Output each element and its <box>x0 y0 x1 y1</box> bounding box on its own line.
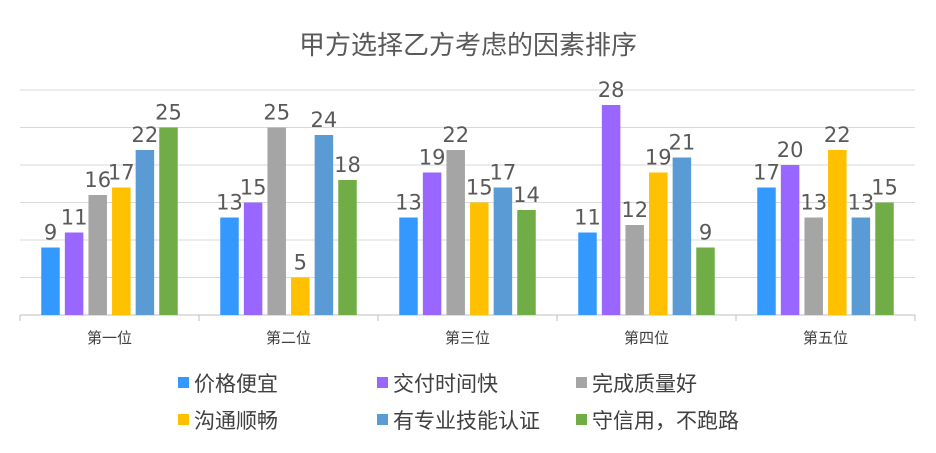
bar <box>672 157 692 315</box>
bars <box>41 105 894 315</box>
data-label: 9 <box>44 221 57 245</box>
bar <box>470 202 489 315</box>
bar <box>88 195 107 315</box>
bar <box>159 127 178 315</box>
bar <box>220 217 239 315</box>
data-label: 5 <box>294 251 307 275</box>
bar <box>446 150 465 315</box>
data-label: 22 <box>132 123 159 147</box>
bar <box>314 135 334 315</box>
x-tick-labels: 第一位 第二位 第三位 第四位 第五位 <box>87 329 848 347</box>
legend-label: 完成质量好 <box>592 372 697 396</box>
legend-swatch <box>576 377 587 388</box>
legend-label: 守信用，不跑路 <box>592 409 739 433</box>
legend-label: 沟通顺畅 <box>194 409 278 433</box>
chart-title: 甲方选择乙方考虑的因素排序 <box>299 31 637 61</box>
data-label: 22 <box>442 123 469 147</box>
data-label: 14 <box>513 183 540 207</box>
bar <box>851 217 871 315</box>
data-label: 15 <box>240 176 267 200</box>
data-label: 21 <box>669 131 696 155</box>
bar <box>112 187 131 315</box>
bar <box>422 172 442 315</box>
data-label: 13 <box>216 191 243 215</box>
data-label: 17 <box>753 161 780 185</box>
bar <box>135 150 155 315</box>
x-tick-label: 第四位 <box>624 329 669 347</box>
data-label: 15 <box>871 176 898 200</box>
bar <box>338 180 357 315</box>
x-tick-label: 第三位 <box>445 329 490 347</box>
bar <box>267 127 286 315</box>
bar <box>399 217 418 315</box>
data-label: 16 <box>84 168 111 192</box>
data-label: 17 <box>490 161 517 185</box>
data-label: 19 <box>419 146 446 170</box>
x-tick-label: 第一位 <box>87 329 132 347</box>
data-label: 11 <box>61 206 88 230</box>
data-label: 13 <box>395 191 422 215</box>
data-label: 13 <box>848 191 875 215</box>
bar <box>780 165 800 315</box>
bar <box>578 232 597 315</box>
bar <box>804 217 823 315</box>
legend-swatch <box>576 414 587 425</box>
data-label: 28 <box>598 78 625 102</box>
data-label: 19 <box>645 146 672 170</box>
data-label: 13 <box>800 191 827 215</box>
bar <box>243 202 263 315</box>
bar <box>696 247 715 315</box>
legend-swatch <box>377 414 388 425</box>
legend-swatch <box>178 414 189 425</box>
data-label: 18 <box>334 153 361 177</box>
bar <box>517 210 536 315</box>
data-label: 11 <box>574 206 601 230</box>
legend-swatch <box>178 377 189 388</box>
legend-label: 价格便宜 <box>194 372 278 396</box>
bar <box>649 172 668 315</box>
legend-swatch <box>377 377 388 388</box>
legend-label: 交付时间快 <box>393 372 498 396</box>
bar <box>41 247 60 315</box>
data-label: 25 <box>155 101 182 125</box>
data-label: 24 <box>311 108 338 132</box>
data-label: 20 <box>777 138 804 162</box>
x-tick-label: 第五位 <box>803 329 848 347</box>
bar <box>291 277 310 315</box>
bar <box>493 187 513 315</box>
bar <box>625 225 644 315</box>
data-label: 22 <box>824 123 851 147</box>
bar <box>828 150 847 315</box>
bar <box>757 187 776 315</box>
legend-label: 有专业技能认证 <box>393 409 540 433</box>
data-label: 25 <box>263 101 290 125</box>
bar <box>64 232 84 315</box>
data-label: 15 <box>466 176 493 200</box>
data-labels: 9111617222513152552418131922151714112812… <box>44 78 898 275</box>
x-tick-label: 第二位 <box>266 329 311 347</box>
data-label: 17 <box>108 161 135 185</box>
bar <box>601 105 621 315</box>
bar <box>875 202 894 315</box>
data-label: 9 <box>699 221 712 245</box>
data-label: 12 <box>621 198 648 222</box>
